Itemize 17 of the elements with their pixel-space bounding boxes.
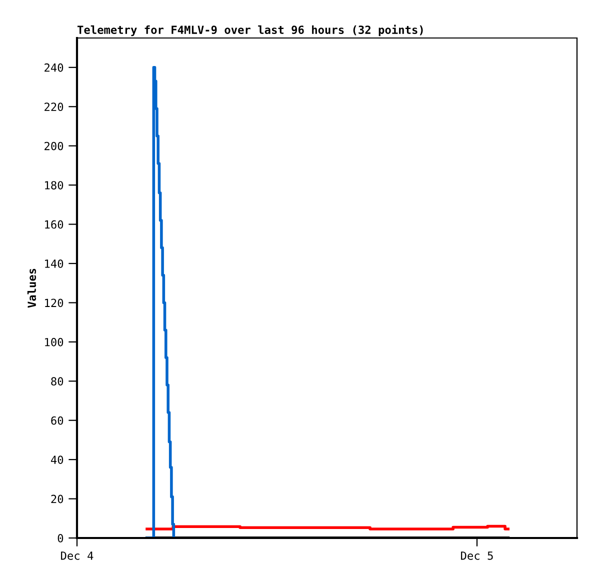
y-tick-label: 120 — [45, 298, 64, 308]
y-tick-label: 220 — [44, 102, 64, 112]
x-tick-label: Dec 5 — [461, 552, 493, 560]
y-tick-label: 180 — [45, 181, 64, 190]
chart-title: Telemetry for F4MLV-9 over last 96 hours (32 points) — [77, 24, 423, 36]
y-tick-label: 240 — [44, 63, 64, 72]
y-axis-title: Values — [27, 268, 36, 308]
y-tick-label: 20 — [51, 494, 64, 504]
y-tick-label: 140 — [45, 259, 64, 268]
y-tick-label: 200 — [44, 142, 64, 150]
x-tick-label: Dec 4 — [61, 552, 94, 560]
y-tick-label: 0 — [58, 534, 64, 542]
y-tick-label: 40 — [50, 456, 64, 464]
y-tick-label: 60 — [51, 416, 64, 425]
y-tick-label: 160 — [45, 220, 64, 229]
y-tick-label: 100 — [45, 338, 64, 346]
y-tick-label: 80 — [51, 377, 64, 386]
